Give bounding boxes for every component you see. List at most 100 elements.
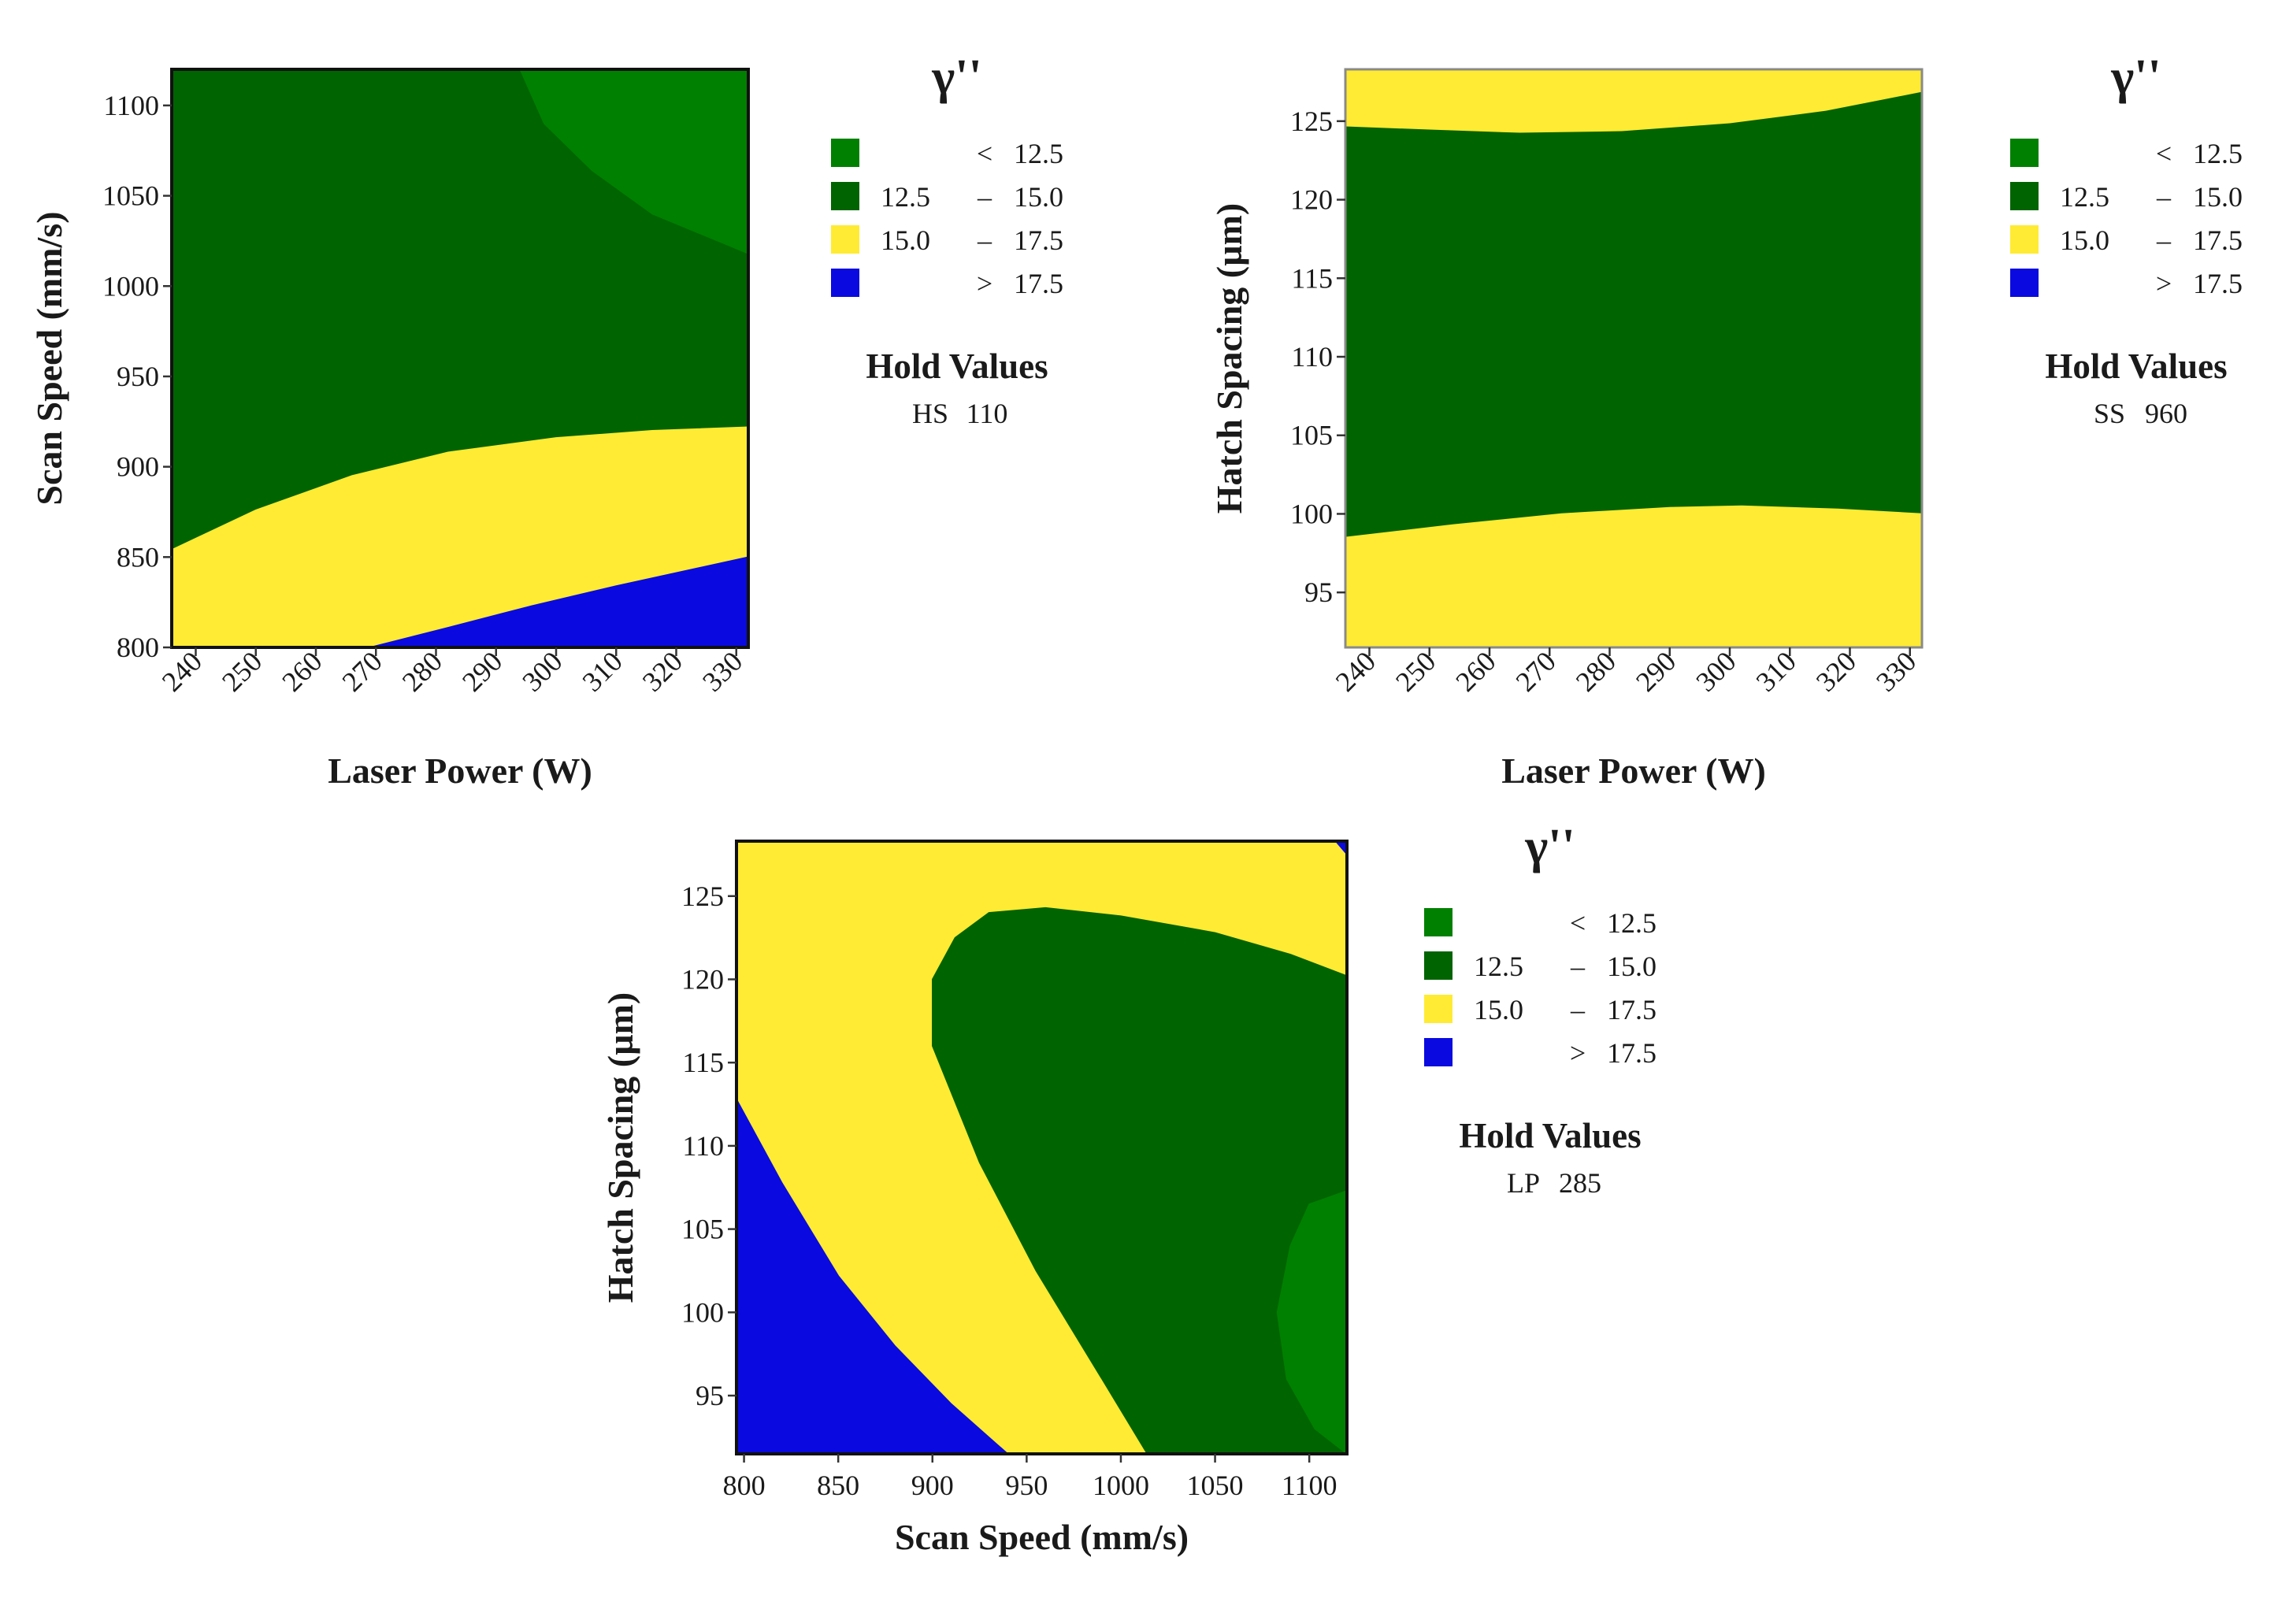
y-tick-label: 950 [117,361,159,392]
plot-border [1344,68,1924,649]
y-tick-label: 110 [1291,341,1333,373]
x-tick-label: 330 [1870,645,1922,697]
chart-panel-lp-hs: 95 100 105 110 115 120 125 240 250 260 270 280 290 30… [1209,50,2243,791]
region-gt-17.5 [369,556,748,647]
legend-operator: – [2156,181,2172,213]
hold-variable-value: 960 [2145,398,2187,429]
legend-upper: 15.0 [2193,181,2243,213]
region-gt-17.5-corner [1334,841,1347,856]
legend-title: γ'' [931,50,981,104]
plot-area [736,841,1347,1454]
x-tick-label: 250 [216,645,268,697]
y-tick-label: 125 [681,881,724,912]
legend-lower: 12.5 [2060,181,2109,213]
legend-upper: 17.5 [2193,224,2243,256]
x-tick-label: 1050 [1187,1470,1244,1501]
region-12.5-15 [932,907,1347,1454]
x-tick-label: 270 [1509,645,1561,697]
x-axis-title: Laser Power (W) [328,751,592,791]
x-tick-label: 800 [723,1470,766,1501]
legend-operator: > [2156,268,2172,299]
y-tick-label: 120 [681,963,724,995]
y-tick-label: 1000 [102,270,159,302]
y-tick-label: 115 [1291,262,1333,294]
hold-values-title: Hold Values [2045,347,2227,386]
x-tick-label: 240 [1330,645,1382,697]
legend-upper: 15.0 [1607,951,1657,982]
legend-operator: – [1570,994,1586,1025]
x-axis-title: Scan Speed (mm/s) [895,1517,1189,1557]
y-tick-label: 850 [117,541,159,573]
legend-operator: < [2156,138,2172,169]
legend-lower: 12.5 [1474,951,1523,982]
legend-operator: > [977,268,992,299]
x-tick-label: 320 [636,645,688,697]
x-tick-label: 300 [516,645,568,697]
x-tick-label: 260 [276,645,328,697]
x-axis-title: Laser Power (W) [1501,751,1766,791]
legend-swatch [831,225,859,254]
y-tick-label: 95 [696,1380,724,1411]
x-tick-label: 330 [696,645,748,697]
x-tick-label: 280 [396,645,448,697]
x-tick-label: 290 [456,645,508,697]
legend-swatch [831,139,859,167]
region-15-17.5-bottom [1345,505,1922,647]
y-axis-title: Scan Speed (mm/s) [29,211,69,505]
x-tick-label: 1100 [1282,1470,1337,1501]
plot-area [1345,69,1922,647]
y-tick-label: 110 [682,1130,724,1162]
plot-border [735,840,1349,1455]
legend-swatch [831,269,859,297]
hold-variable-name: HS [912,398,948,429]
legend-swatch [2010,139,2039,167]
legend-operator: > [1570,1037,1586,1069]
legend-swatch [1424,951,1453,980]
legend-operator: < [1570,907,1586,939]
x-tick-label: 260 [1449,645,1501,697]
hold-values-title: Hold Values [1459,1116,1641,1155]
region-15-17.5-top [1345,69,1922,133]
y-tick-label: 95 [1304,577,1333,608]
x-tick-label: 280 [1570,645,1622,697]
hold-values-title: Hold Values [866,347,1048,386]
region-lt-12.5 [1276,1190,1347,1454]
plot-area [172,69,748,647]
legend-swatch [1424,995,1453,1023]
legend-upper: 12.5 [2193,138,2243,169]
region-gt-17.5 [736,1099,1009,1454]
legend-swatch [2010,182,2039,210]
y-tick-label: 125 [1290,106,1333,137]
legend-operator: – [977,181,992,213]
legend-operator: – [2156,224,2172,256]
legend-upper: 17.5 [2193,268,2243,299]
y-tick-label: 105 [681,1214,724,1245]
legend-upper: 12.5 [1607,907,1657,939]
x-tick-label: 300 [1690,645,1742,697]
x-tick-label: 310 [576,645,628,697]
x-tick-label: 850 [817,1470,859,1501]
y-tick-label: 1050 [102,180,159,212]
y-tick-label: 800 [117,632,159,663]
y-tick-label: 100 [1290,498,1333,529]
hold-variable-value: 110 [966,398,1008,429]
x-tick-label: 900 [911,1470,954,1501]
legend-swatch [1424,1038,1453,1066]
x-tick-label: 290 [1630,645,1682,697]
legend-upper: 12.5 [1014,138,1063,169]
x-tick-label: 250 [1389,645,1441,697]
y-axis-title: Hatch Spacing (µm) [600,992,640,1303]
legend-swatch [1424,908,1453,936]
legend-operator: – [977,224,992,256]
legend-swatch [831,182,859,210]
legend-title: γ'' [2110,50,2161,104]
hold-variable-name: LP [1507,1167,1540,1199]
legend-upper: 15.0 [1014,181,1063,213]
legend-upper: 17.5 [1014,224,1063,256]
x-tick-label: 950 [1005,1470,1048,1501]
x-tick-label: 320 [1810,645,1862,697]
y-tick-label: 900 [117,451,159,483]
legend-lower: 15.0 [881,224,930,256]
chart-panel-lp-ss: 800 850 900 950 1000 1050 1100 240 250 260 270 280 2… [29,50,1063,791]
